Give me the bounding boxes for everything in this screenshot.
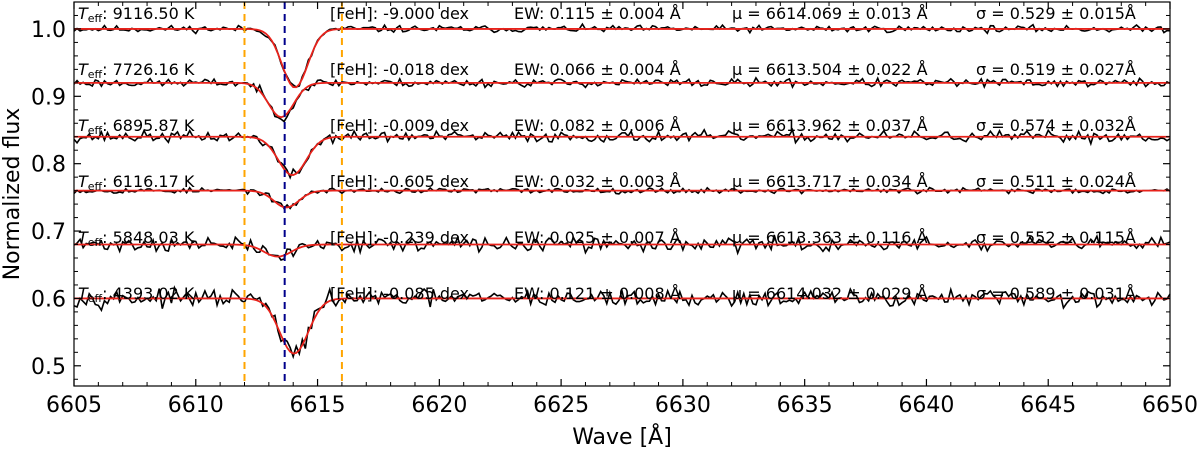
fit-profile-1 [74,28,1170,89]
teff-label-3: Teff: 6895.87 K [78,116,195,137]
y-tick-label: 0.8 [31,153,66,178]
x-tick-label: 6635 [777,393,833,418]
y-tick-label: 0.7 [31,220,66,245]
sigma-label-3: σ = 0.574 ± 0.032Å [976,116,1136,135]
fit-profile-2 [74,81,1170,119]
teff-value: : 4393.02 K [102,284,195,303]
teff-subscript: eff [88,236,103,249]
teff-subscript: eff [88,68,103,81]
axis-ticks-layer: 6605 6610 6615 6620 6625 6630 6635 6640 6645 6650… [31,2,1198,418]
observed-spectrum-3 [73,127,1171,180]
x-tick-label: 6650 [1142,393,1198,418]
mu-label-6: μ = 6614.032 ± 0.029 Å [732,284,928,303]
sigma-label-6: σ = 0.589 ± 0.031Å [976,284,1136,303]
teff-symbol: T [78,116,89,135]
ew-label-4: EW: 0.032 ± 0.003 Å [514,172,681,191]
x-tick-label: 6640 [898,393,954,418]
y-tick-label: 0.9 [31,85,66,110]
teff-label-4: Teff: 6116.17 K [78,172,195,193]
x-tick-label: 6620 [411,393,467,418]
sigma-label-5: σ = 0.552 ± 0.115Å [976,228,1136,247]
teff-subscript: eff [88,292,103,305]
mu-label-3: μ = 6613.962 ± 0.037 Å [732,116,928,135]
plot-frame [73,1,1171,387]
mu-label-5: μ = 6613.363 ± 0.116 Å [732,228,928,247]
observed-spectrum-2 [73,76,1171,123]
mu-label-4: μ = 6613.717 ± 0.034 Å [732,172,928,191]
x-tick-label: 6605 [46,393,102,418]
x-tick-label: 6645 [1020,393,1076,418]
teff-value: : 6895.87 K [102,116,195,135]
x-tick-label: 6625 [533,393,589,418]
feh-label-3: [FeH]: -0.009 dex [330,116,469,135]
teff-label-1: Teff: 9116.50 K [78,4,195,25]
mu-label-2: μ = 6613.504 ± 0.022 Å [732,60,928,79]
teff-label-5: Teff: 5848.03 K [78,228,195,249]
fit-profile-6 [74,297,1170,355]
x-tick-label: 6610 [168,393,224,418]
teff-symbol: T [78,4,89,23]
teff-symbol: T [78,172,89,191]
teff-value: : 7726.16 K [102,60,195,79]
annotations-layer: Teff: 9116.50 K [FeH]: -9.000 dex EW: 0.11… [78,4,1136,305]
x-tick-label: 6615 [290,393,346,418]
teff-symbol: T [78,284,89,303]
feh-label-4: [FeH]: -0.605 dex [330,172,469,191]
sigma-label-2: σ = 0.519 ± 0.027Å [976,60,1136,79]
teff-subscript: eff [88,180,103,193]
teff-value: : 9116.50 K [102,4,195,23]
teff-subscript: eff [88,12,103,25]
fit-profile-4 [74,189,1170,209]
teff-label-6: Teff: 4393.02 K [78,284,195,305]
plot-lines-layer [73,2,1171,386]
fit-profile-3 [74,135,1170,176]
y-axis-title: Normalized flux [0,108,25,281]
observed-spectrum-6 [73,285,1171,360]
teff-value: : 5848.03 K [102,228,195,247]
teff-value: : 6116.17 K [102,172,195,191]
ew-label-2: EW: 0.066 ± 0.004 Å [514,60,681,79]
feh-label-5: [FeH]: -0.239 dex [330,228,469,247]
sigma-label-4: σ = 0.511 ± 0.024Å [976,172,1136,191]
feh-label-2: [FeH]: -0.018 dex [330,60,469,79]
fit-profile-5 [74,243,1170,258]
teff-symbol: T [78,60,89,79]
x-tick-label: 6630 [655,393,711,418]
mu-label-1: μ = 6614.069 ± 0.013 Å [732,4,928,23]
feh-label-6: [FeH]: -0.085 dex [330,284,469,303]
y-tick-label: 0.6 [31,287,66,312]
ew-label-6: EW: 0.121 ± 0.008 Å [514,284,681,303]
ew-label-3: EW: 0.082 ± 0.006 Å [514,116,681,135]
feh-label-1: [FeH]: -9.000 dex [330,4,469,23]
x-axis-title: Wave [Å] [572,423,672,450]
teff-label-2: Teff: 7726.16 K [78,60,195,81]
teff-subscript: eff [88,124,103,137]
y-tick-label: 0.5 [31,355,66,380]
sigma-label-1: σ = 0.529 ± 0.015Å [976,4,1136,23]
ew-label-5: EW: 0.025 ± 0.007 Å [514,228,681,247]
teff-symbol: T [78,228,89,247]
ew-label-1: EW: 0.115 ± 0.004 Å [514,4,681,23]
y-tick-label: 1.0 [31,18,66,43]
